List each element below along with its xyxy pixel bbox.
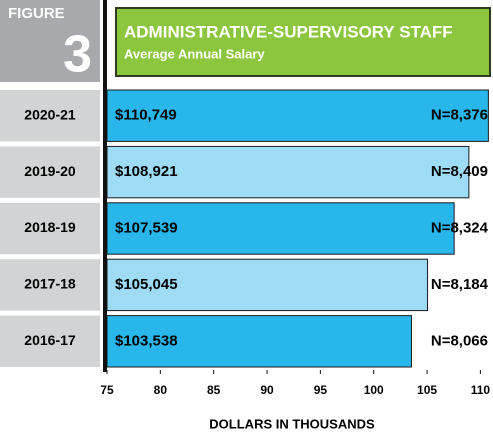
x-tick-label: 95 [314, 383, 328, 397]
chart-title: ADMINISTRATIVE-SUPERVISORY STAFF [124, 22, 453, 41]
value-label: $108,921 [115, 163, 178, 180]
n-label: N=8,376 [431, 107, 488, 124]
figure-number: 3 [63, 26, 92, 84]
y-tick-label: 2020-21 [24, 106, 76, 122]
value-label: $107,539 [115, 219, 178, 236]
y-tick-label: 2019-20 [24, 163, 76, 179]
category-box [0, 315, 100, 367]
y-tick-label: 2016-17 [24, 332, 76, 348]
category-box [0, 202, 100, 255]
x-tick-label: 110 [471, 383, 491, 397]
category-box [0, 146, 100, 198]
y-tick-label: 2018-19 [24, 219, 76, 235]
value-label: $105,045 [115, 276, 178, 293]
bar [106, 89, 489, 142]
x-tick-label: 105 [417, 383, 437, 397]
x-axis-title: DOLLARS IN THOUSANDS [209, 416, 375, 431]
bar [106, 258, 429, 312]
value-label: $110,749 [115, 107, 177, 124]
figure-label: FIGURE [8, 5, 65, 22]
x-tick-label: 100 [364, 383, 384, 397]
n-label: N=8,324 [431, 219, 489, 236]
x-tick-label: 75 [100, 383, 114, 397]
value-label: $103,538 [115, 332, 178, 349]
bar [106, 202, 455, 255]
n-label: N=8,184 [431, 276, 489, 293]
n-label: N=8,066 [431, 332, 488, 349]
y-tick-label: 2017-18 [24, 276, 76, 292]
category-box [0, 259, 100, 311]
x-tick-label: 85 [207, 383, 221, 397]
x-tick-label: 90 [260, 383, 274, 397]
bar [106, 145, 470, 199]
figure-box [0, 0, 100, 82]
n-label: N=8,409 [431, 163, 488, 180]
y-axis-line [103, 0, 107, 372]
chart-subtitle: Average Annual Salary [124, 46, 265, 61]
x-tick-label: 80 [154, 383, 168, 397]
category-box [0, 90, 100, 142]
title-box [115, 7, 491, 77]
bar [106, 315, 412, 368]
